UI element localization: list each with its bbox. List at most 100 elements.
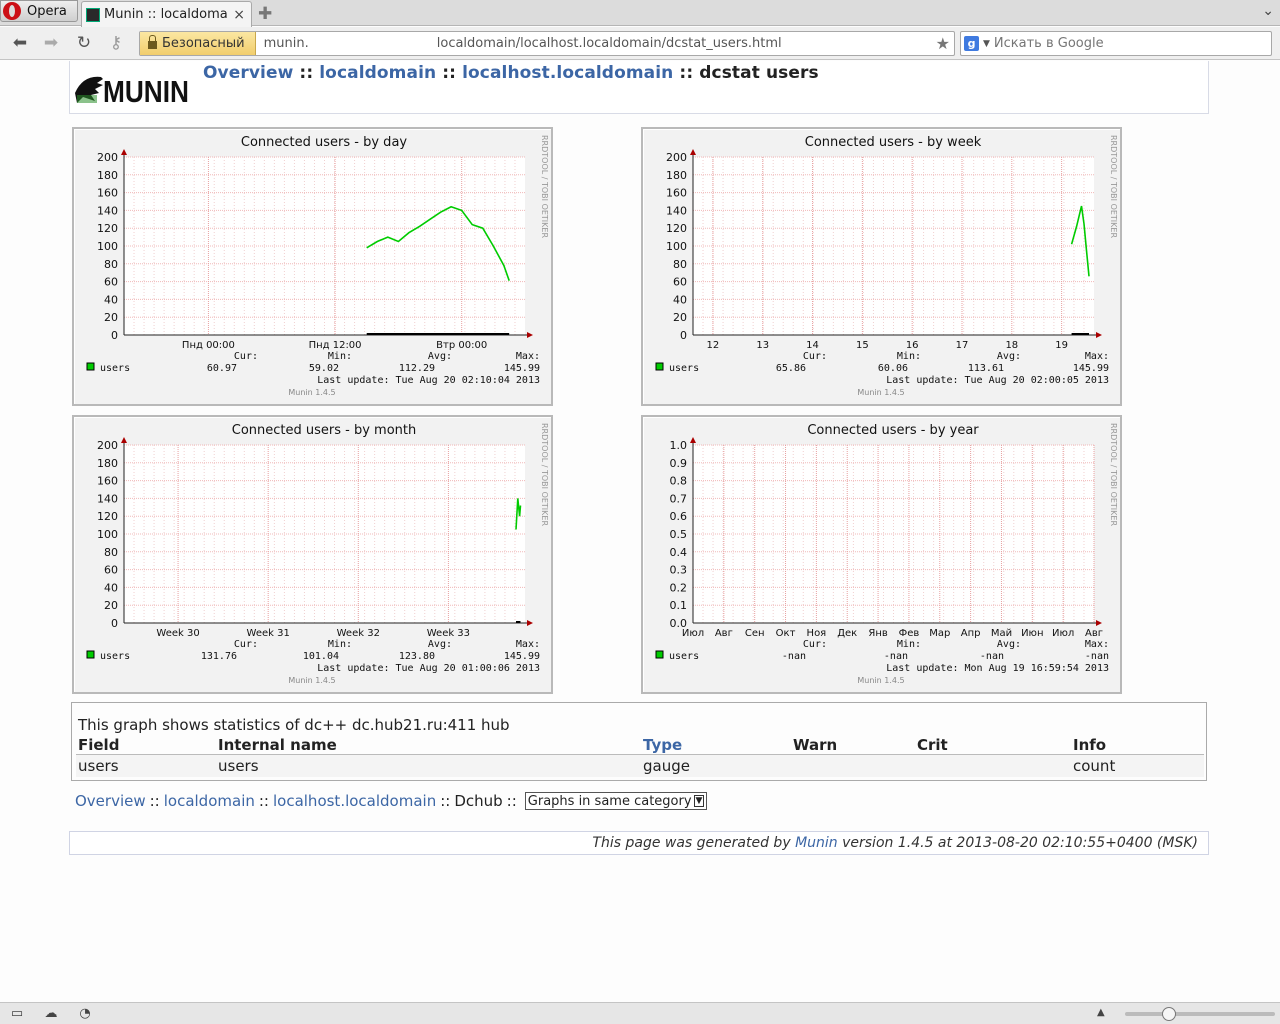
page-title: dcstat users: [699, 63, 819, 83]
cell-internal-name: users: [216, 754, 641, 777]
bottom-overview-link[interactable]: Overview: [75, 792, 146, 810]
rrdtool-watermark: RRDTOOL / TOBI OETIKER: [1109, 135, 1118, 238]
x-tick-label: Пнд 12:00: [309, 340, 362, 351]
cell-crit: [915, 754, 1071, 777]
y-tick-label: 0.2: [670, 581, 688, 594]
stat-cur-label: Cur:: [803, 639, 827, 650]
munin-logo[interactable]: MUNIN: [73, 73, 191, 105]
reload-icon[interactable]: ↻: [76, 33, 92, 53]
speed-dial-icon[interactable]: ◔: [79, 1005, 91, 1021]
x-axis-arrow: [527, 620, 533, 626]
zoom-slider[interactable]: [1125, 1007, 1275, 1021]
legend-swatch: [86, 650, 95, 659]
opera-menu-label: Opera: [27, 3, 67, 19]
back-arrow-icon[interactable]: ⬅: [12, 33, 28, 53]
y-tick-label: 20: [104, 311, 118, 324]
new-tab-icon[interactable]: ✚: [258, 4, 273, 24]
stat-min-value: 60.06: [878, 363, 908, 374]
bookmark-star-icon[interactable]: ★: [935, 34, 950, 53]
x-tick-label: 12: [707, 340, 720, 351]
munin-version-label: Munin 1.4.5: [857, 676, 904, 685]
breadcrumb-domain-link[interactable]: localdomain: [319, 63, 437, 83]
close-tab-icon[interactable]: ×: [233, 6, 245, 23]
y-tick-label: 160: [666, 187, 687, 200]
last-update-text: Last update: Mon Aug 19 16:59:54 2013: [886, 663, 1109, 674]
y-tick-label: 140: [666, 204, 687, 217]
x-tick-label: Апр: [961, 628, 981, 639]
series-users-line: [1070, 205, 1090, 277]
y-tick-label: 100: [666, 240, 687, 253]
x-tick-label: Окт: [776, 628, 796, 639]
y-tick-label: 100: [97, 240, 118, 253]
col-header-internal-name: Internal name: [216, 736, 641, 755]
col-header-crit: Crit: [915, 736, 1071, 755]
security-label: Безопасный: [162, 36, 245, 51]
stat-max-label: Max:: [516, 639, 540, 650]
address-bar[interactable]: Безопасный munin. localdomain/localhost.l…: [139, 31, 955, 56]
breadcrumb-host-link[interactable]: localhost.localdomain: [462, 63, 674, 83]
field-info-table: Field Internal name Type Warn Crit Info …: [76, 736, 1204, 777]
y-tick-label: 0.8: [670, 475, 688, 488]
search-input[interactable]: [993, 36, 1271, 51]
breadcrumb-overview-link[interactable]: Overview: [203, 63, 294, 83]
stat-max-label: Max:: [516, 351, 540, 362]
y-tick-label: 180: [97, 169, 118, 182]
graph-by-day[interactable]: Connected users - by day RRDTOOL / TOBI O…: [72, 127, 553, 406]
tab-munin[interactable]: Munin :: localdoma... ×: [81, 1, 252, 27]
stat-min-label: Min:: [328, 351, 352, 362]
key-icon[interactable]: ⚷: [109, 33, 123, 53]
munin-version-label: Munin 1.4.5: [288, 676, 335, 685]
y-tick-label: 0.6: [670, 510, 688, 523]
opera-menu-button[interactable]: Opera: [0, 0, 78, 22]
stat-min-label: Min:: [897, 639, 921, 650]
x-tick-label: 18: [1005, 340, 1018, 351]
y-tick-label: 140: [97, 204, 118, 217]
bottom-domain-link[interactable]: localdomain: [163, 792, 255, 810]
search-box[interactable]: g ▼: [960, 31, 1272, 56]
cell-warn: [791, 754, 915, 777]
graph-by-week[interactable]: Connected users - by week RRDTOOL / TOBI …: [641, 127, 1122, 406]
legend-swatch: [86, 362, 95, 371]
cell-field: users: [76, 754, 216, 777]
y-axis-arrow: [121, 437, 127, 443]
y-tick-label: 20: [104, 599, 118, 612]
zoom-slider-knob[interactable]: [1162, 1007, 1176, 1021]
graph-by-month[interactable]: Connected users - by month RRDTOOL / TOBI…: [72, 415, 553, 694]
graph-title: Connected users - by day: [241, 135, 408, 150]
y-tick-label: 160: [97, 475, 118, 488]
graph-info-box: This graph shows statistics of dc++ dc.h…: [71, 702, 1207, 781]
url-text[interactable]: munin. localdomain/localhost.localdomain/…: [256, 36, 936, 51]
breadcrumb-separator: ::: [149, 792, 160, 810]
graph-by-year[interactable]: Connected users - by year RRDTOOL / TOBI …: [641, 415, 1122, 694]
category-select[interactable]: Graphs in same category ▼: [524, 792, 708, 810]
x-tick-label: Week 31: [247, 628, 290, 639]
tabs-menu-chevron-icon[interactable]: ⌄: [1262, 3, 1274, 19]
cloud-icon[interactable]: ☁: [44, 1005, 58, 1021]
google-search-engine-icon[interactable]: g: [964, 36, 979, 51]
col-header-field: Field: [76, 736, 216, 755]
bottom-host-link[interactable]: localhost.localdomain: [272, 792, 437, 810]
zoom-arrow-icon[interactable]: ▲: [1097, 1007, 1105, 1018]
y-axis-arrow: [121, 149, 127, 155]
legend-swatch: [655, 650, 664, 659]
stat-cur-label: Cur:: [803, 351, 827, 362]
x-axis-arrow: [1096, 332, 1102, 338]
y-tick-label: 0.9: [670, 457, 688, 470]
y-tick-label: 100: [97, 528, 118, 541]
forward-arrow-icon[interactable]: ➡: [43, 33, 59, 53]
y-tick-label: 40: [104, 293, 118, 306]
security-badge[interactable]: Безопасный: [140, 32, 256, 55]
x-tick-label: Пнд 00:00: [182, 340, 235, 351]
search-engine-dropdown-icon[interactable]: ▼: [983, 38, 990, 49]
x-tick-label: Май: [991, 628, 1012, 639]
y-tick-label: 80: [104, 258, 118, 271]
y-axis-arrow: [690, 437, 696, 443]
col-header-type-link[interactable]: Type: [641, 736, 791, 755]
last-update-text: Last update: Tue Aug 20 02:00:05 2013: [886, 375, 1109, 386]
stat-avg-value: 123.80: [399, 651, 435, 662]
breadcrumb-separator: ::: [506, 792, 517, 810]
panel-toggle-icon[interactable]: ▭: [10, 1005, 24, 1021]
y-tick-label: 0.1: [670, 599, 688, 612]
x-tick-label: Июн: [1021, 628, 1043, 639]
footer-munin-link[interactable]: Munin: [795, 835, 838, 851]
